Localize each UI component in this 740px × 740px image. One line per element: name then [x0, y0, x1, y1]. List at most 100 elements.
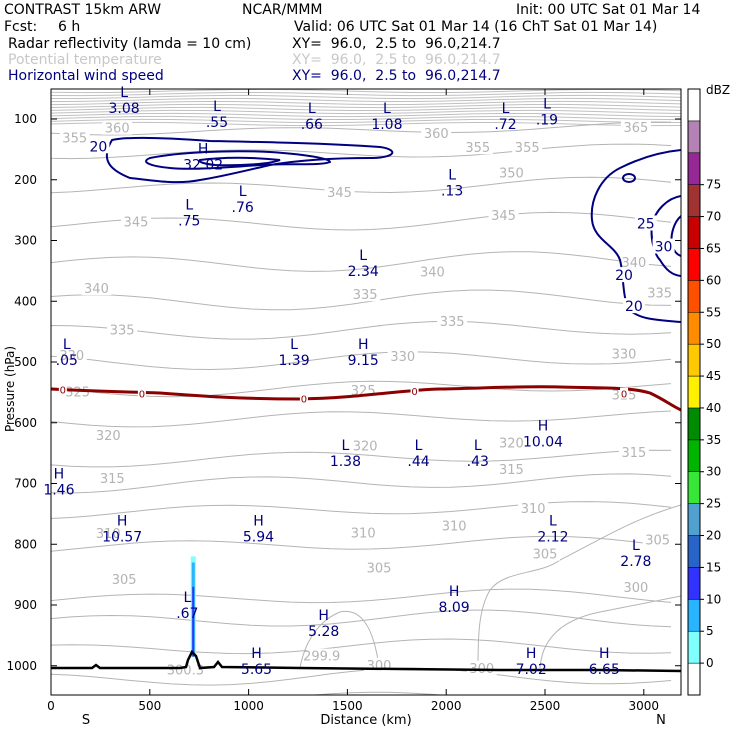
north-end-label: N	[656, 713, 666, 728]
theta-label-bg	[466, 660, 497, 675]
wind-maximum-marker: H	[117, 513, 128, 529]
theta-label-bg	[609, 346, 640, 361]
wind-contour	[198, 156, 281, 167]
theta-label-bg	[618, 445, 649, 460]
field-name-theta: Potential temperature	[8, 52, 162, 68]
theta-label: 355	[515, 141, 540, 156]
theta-label-bg	[97, 471, 128, 486]
theta-contour	[51, 89, 681, 94]
init-time: Init: 00 UTC Sat 01 Mar 14	[516, 2, 701, 18]
theta-label: 330	[390, 350, 415, 365]
theta-contour	[51, 667, 672, 686]
theta-label: 320	[499, 436, 524, 451]
theta-label-bg	[496, 435, 527, 450]
wind-label: 25	[637, 216, 655, 232]
theta-contour	[51, 320, 672, 340]
theta-contour	[51, 118, 681, 124]
colorbar-level: 30	[706, 465, 721, 479]
theta-contour	[51, 588, 672, 604]
colorbar-level: 75	[706, 178, 721, 192]
wind-label: 20	[90, 139, 108, 155]
wind-extremum-value: .13	[441, 184, 463, 200]
wind-minimum-marker: L	[415, 438, 423, 454]
theta-label: 340	[84, 282, 109, 297]
theta-contour	[51, 251, 672, 272]
theta-label-bg	[620, 579, 651, 594]
wind-contour	[650, 195, 681, 277]
theta-label-bg	[81, 281, 112, 296]
field-name-wind: Horizontal wind speed	[8, 68, 164, 84]
freezing-label-bg	[410, 385, 419, 397]
wind-minimum-marker: L	[383, 101, 391, 117]
wind-label-bg	[634, 215, 657, 231]
wind-maximum-marker: H	[449, 584, 460, 600]
x-tick-label: 3000	[629, 699, 660, 713]
y-tick-label: 700	[14, 477, 37, 491]
theta-label: 330	[612, 348, 637, 363]
theta-label: 335	[353, 288, 378, 303]
forecast-label: Fcst:	[4, 19, 38, 35]
freezing-level: 0 0 0 0 0	[51, 383, 681, 412]
theta-label-bg	[59, 130, 90, 145]
plot-title: CONTRAST 15km ARW	[4, 2, 162, 18]
y-axis-label: Pressure (hPa)	[3, 346, 17, 432]
theta-contour	[299, 610, 379, 669]
theta-contour	[51, 109, 681, 115]
theta-label: 300	[623, 581, 648, 596]
theta-contour	[51, 143, 672, 160]
theta-contour	[51, 289, 672, 311]
freezing-label-bg	[299, 392, 308, 404]
theta-label-bg	[93, 428, 124, 443]
colorbar-swatch	[687, 503, 701, 536]
theta-label-bg	[439, 518, 470, 533]
wind-maximum-marker: H	[358, 337, 369, 353]
theta-label-bg	[350, 287, 381, 302]
colorbar-swatch	[687, 184, 701, 217]
theta-label: 315	[622, 446, 647, 461]
x-tick-label: 2000	[431, 699, 462, 713]
x-tick-label: 1500	[332, 699, 363, 713]
wind-extremum-value: 1.08	[371, 117, 402, 133]
freezing-label: 0	[139, 390, 145, 401]
freezing-label-bg	[58, 383, 67, 395]
colorbar-swatch	[687, 407, 701, 441]
theta-label: 315	[499, 463, 524, 478]
y-tick-label: 200	[14, 173, 37, 187]
colorbar-level: 65	[706, 241, 721, 255]
theta-label-bg	[324, 185, 355, 200]
wind-minimum-marker: L	[63, 337, 71, 353]
theta-label: 345	[327, 186, 352, 201]
colorbar-swatch	[687, 216, 701, 249]
theta-label: 355	[465, 141, 490, 156]
colorbar-level: 20	[706, 529, 721, 543]
theta-label-bg	[620, 120, 651, 135]
y-tick-label: 900	[14, 598, 37, 612]
theta-label: 335	[647, 286, 672, 301]
freezing-label: 0	[301, 394, 307, 405]
colorbar-swatch	[687, 662, 701, 696]
colorbar-swatch	[687, 152, 701, 185]
colorbar-level: 55	[706, 305, 721, 319]
wind-label-bg	[87, 138, 110, 154]
wind-maximum-marker: H	[251, 646, 262, 662]
theta-contour	[477, 504, 681, 669]
wind-extremum-value: .75	[178, 213, 200, 229]
theta-contour	[51, 112, 681, 118]
theta-label-bg	[109, 572, 140, 587]
freezing-label: 0	[60, 385, 66, 396]
theta-label: 335	[440, 315, 465, 330]
colorbar-level: 45	[706, 369, 721, 383]
colorbar-level: 35	[706, 433, 721, 447]
x-tick-label: 2500	[530, 699, 561, 713]
wind-maximum-marker: H	[253, 513, 264, 529]
theta-label-bg	[107, 322, 138, 337]
theta-label-bg	[642, 532, 673, 547]
wind-maximum-marker: H	[599, 646, 610, 662]
theta-label: 335	[110, 323, 135, 338]
colorbar-level: 15	[706, 560, 721, 574]
theta-label-bg	[530, 546, 560, 561]
theta-label: 320	[96, 429, 121, 444]
theta-contour	[51, 380, 672, 398]
